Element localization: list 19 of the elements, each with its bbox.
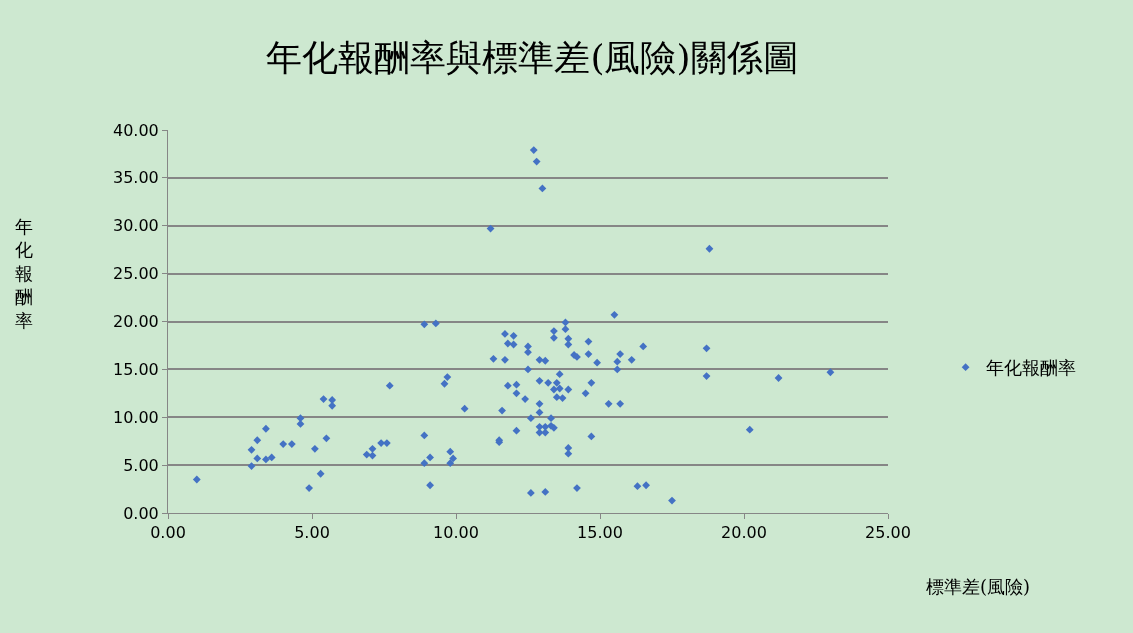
y-tick-label: 35.00 <box>112 168 159 188</box>
x-tick-label: 15.00 <box>577 523 623 543</box>
x-tick-label: 20.00 <box>721 523 767 543</box>
y-tick-label: 30.00 <box>112 216 159 236</box>
y-tick-label: 25.00 <box>112 264 159 284</box>
y-tick-label: 5.00 <box>123 455 159 475</box>
x-axis-title: 標準差(風險) <box>926 576 1031 597</box>
x-tick-label: 10.00 <box>433 523 479 543</box>
y-tick-label: 15.00 <box>112 359 159 379</box>
x-tick-label: 25.00 <box>865 523 911 543</box>
y-tick-label: 10.00 <box>112 407 159 427</box>
legend-label: 年化報酬率 <box>985 357 1076 379</box>
x-tick-label: 0.00 <box>150 523 186 543</box>
x-tick-label: 5.00 <box>294 523 330 543</box>
chart-title: 年化報酬率與標準差(風險)關係圖 <box>266 36 799 78</box>
y-tick-label: 20.00 <box>112 312 159 332</box>
y-tick-label: 40.00 <box>112 120 159 140</box>
y-axis-title: 年化報酬率 <box>15 216 33 331</box>
y-tick-label: 0.00 <box>123 503 159 523</box>
